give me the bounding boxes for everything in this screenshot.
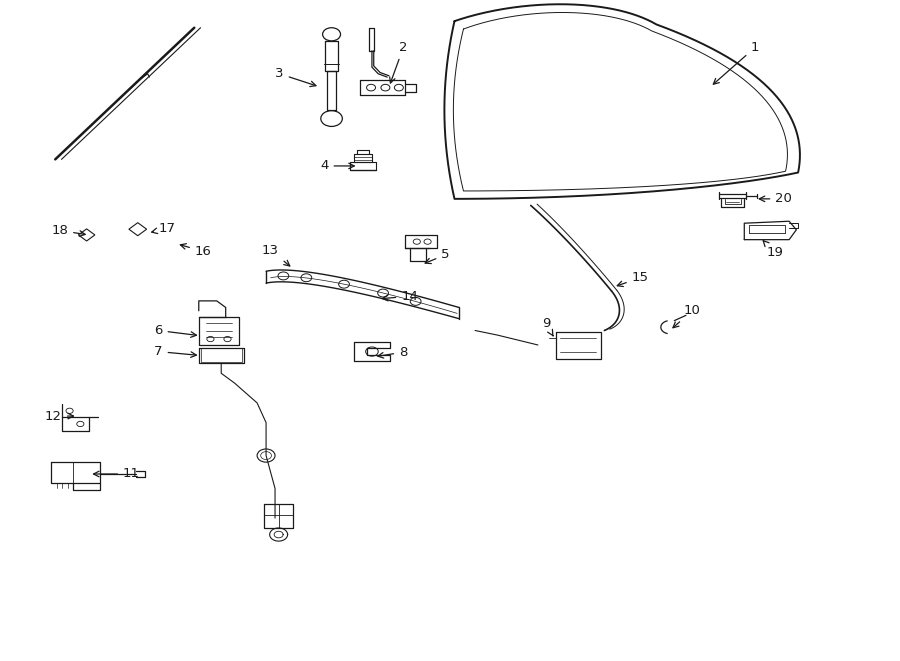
Text: 3: 3 [275, 67, 316, 87]
Text: 20: 20 [760, 192, 792, 206]
Text: 18: 18 [51, 224, 86, 237]
Bar [129, 223, 147, 236]
Text: 9: 9 [542, 317, 554, 336]
Text: 14: 14 [382, 290, 418, 303]
Text: 7: 7 [154, 345, 196, 358]
Text: 5: 5 [425, 249, 450, 264]
Text: 4: 4 [320, 159, 355, 173]
Text: 1: 1 [714, 41, 760, 84]
Text: 19: 19 [763, 241, 783, 259]
Text: 12: 12 [45, 410, 74, 422]
Bar [78, 229, 94, 241]
Text: 11: 11 [94, 467, 140, 481]
Text: 6: 6 [154, 324, 196, 337]
Text: 15: 15 [617, 272, 649, 286]
Text: 16: 16 [180, 244, 211, 258]
Text: 8: 8 [378, 346, 408, 359]
Text: 17: 17 [152, 222, 176, 235]
Text: 13: 13 [262, 244, 290, 266]
Text: 10: 10 [673, 304, 701, 328]
Text: 2: 2 [390, 41, 408, 83]
